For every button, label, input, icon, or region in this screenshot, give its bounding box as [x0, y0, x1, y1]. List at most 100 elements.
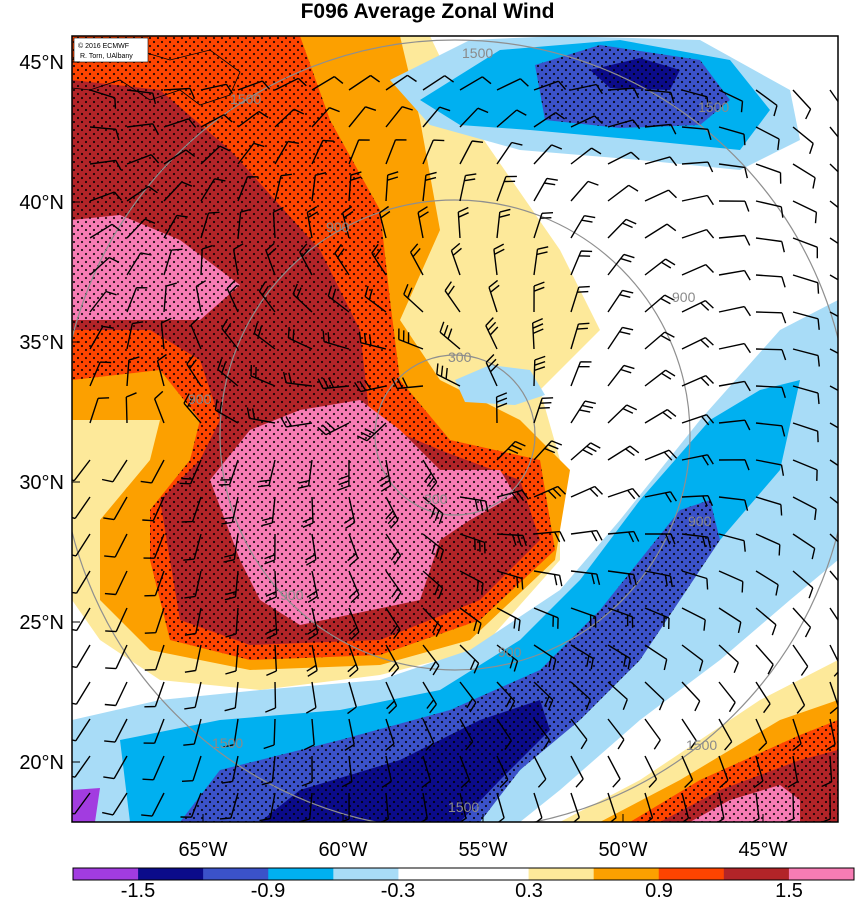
wind-barb [792, 126, 814, 155]
wind-barb [644, 123, 677, 135]
lat-label-40: 40°N [19, 192, 64, 214]
wind-barb [533, 112, 566, 128]
wind-barb [755, 89, 778, 117]
wind-barb [422, 106, 451, 128]
wind-barb [257, 459, 276, 488]
wind-barb [179, 459, 202, 485]
wind-barb [303, 718, 315, 751]
wind-barb [496, 755, 509, 788]
wind-barb [274, 108, 305, 128]
wind-barb [265, 570, 277, 602]
contour-label-1500-nw: 1500 [230, 91, 261, 107]
wind-barb [533, 607, 559, 629]
wind-barb [753, 755, 764, 789]
wind-barb [644, 533, 676, 545]
contour-1500 [72, 39, 838, 822]
colorbar-swatch [463, 868, 529, 880]
wind-barb [829, 533, 838, 543]
wind-barb [200, 83, 233, 94]
wind-barb [792, 163, 816, 189]
wind-barb [533, 570, 563, 587]
wind-barb [755, 274, 786, 288]
wind-barb [103, 755, 128, 780]
lon-label-60: 60°W [318, 839, 367, 861]
wind-barb [348, 106, 377, 128]
plot-frame [71, 35, 839, 823]
wind-barb [533, 177, 558, 202]
wind-barb [422, 496, 444, 525]
wind-barb [261, 755, 276, 786]
wind-barb [378, 205, 391, 239]
wind-barb [417, 206, 429, 239]
wind-barb [792, 533, 816, 560]
lon-label-45: 45°W [738, 839, 787, 861]
wind-barb [755, 311, 787, 324]
wind-barb [144, 607, 165, 634]
wind-barb [391, 377, 424, 390]
wind-barb [263, 718, 276, 750]
wind-barb [89, 159, 122, 171]
colorbar-swatch [658, 868, 725, 880]
wind-barb [681, 194, 714, 206]
wind-barb [533, 440, 563, 461]
wind-barb [264, 533, 276, 565]
wind-barb [718, 533, 746, 552]
wind-barb [104, 718, 128, 743]
wind-barb [681, 161, 714, 173]
wind-barb [755, 422, 786, 437]
wind-barb [533, 755, 547, 788]
wind-barb [265, 681, 277, 713]
wind-barb [718, 644, 739, 673]
wind-barb [792, 385, 820, 405]
wind-barb [101, 459, 128, 483]
wind-barb [681, 495, 714, 507]
wind-barb [422, 570, 444, 599]
wind-barb [644, 755, 658, 788]
wind-barb [792, 422, 819, 443]
wind-barb [385, 139, 407, 165]
contour-label-1500-sw: 1500 [212, 735, 243, 751]
wind-barb [422, 607, 442, 638]
contour-label-300-n: 300 [448, 349, 472, 365]
wind-barb [829, 570, 838, 582]
wind-barb [718, 496, 749, 511]
wind-barb [644, 369, 676, 387]
wind-barb [533, 530, 566, 543]
wind-barb [792, 237, 818, 259]
wind-barb [272, 206, 284, 239]
wind-barb [681, 228, 715, 239]
distance-contours [72, 39, 838, 822]
wind-barb [496, 78, 529, 91]
wind-barb [459, 140, 484, 165]
colorbar-swatch [788, 868, 855, 880]
wind-barb [409, 243, 424, 276]
wind-barb [644, 570, 673, 588]
wind-barb [532, 317, 544, 350]
wind-barb [163, 87, 196, 99]
wind-barb [282, 371, 313, 387]
wind-barb [354, 379, 387, 393]
wind-barb [306, 570, 319, 603]
wind-barb [89, 191, 123, 202]
contour-label-900-sw: 900 [280, 587, 304, 603]
wind-barb [459, 496, 489, 513]
wind-barb [829, 274, 838, 281]
wind-barb [327, 285, 350, 313]
wind-barb [305, 681, 317, 714]
wind-barb [829, 422, 838, 429]
wind-barb [259, 792, 276, 822]
wind-barb [718, 718, 733, 751]
wind-barb [104, 570, 128, 596]
wind-barb [570, 442, 601, 461]
wind-barb [821, 755, 833, 788]
colorbar-label-neg0-9: -0.9 [251, 880, 285, 900]
colorbar-frame [72, 867, 855, 881]
wind-barb [311, 107, 340, 128]
stipple-west [72, 36, 555, 660]
wind-barb [718, 163, 748, 179]
colorbar-swatch [203, 868, 269, 880]
wind-barb [607, 184, 639, 202]
wind-barb [718, 755, 729, 789]
contour-900 [219, 199, 691, 671]
wind-barb [385, 496, 399, 529]
